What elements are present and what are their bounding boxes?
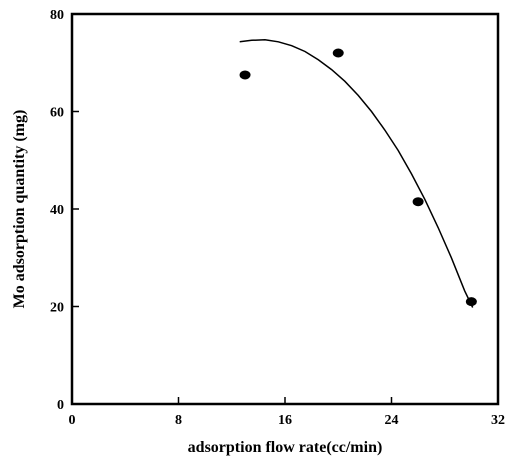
ticks-layer: 0 8 16 24 32 0 20 40 60 80 [50,8,505,428]
curve-layer [239,39,474,308]
y-tick-label: 60 [50,106,64,121]
data-point [412,197,424,207]
x-tick-label: 24 [385,413,399,428]
data-point [332,48,344,58]
data-point [465,297,477,307]
y-tick-label: 0 [57,398,64,413]
x-axis-title: adsorption flow rate(cc/min) [188,439,383,456]
x-tick-label: 0 [69,413,76,428]
points-layer [239,48,477,307]
y-tick-label: 20 [50,301,64,316]
data-point [239,70,251,80]
trend-curve [239,39,474,308]
y-tick-label: 40 [50,203,64,218]
y-tick-label: 80 [50,8,64,23]
plot-frame [70,12,500,406]
x-tick-label: 32 [491,413,505,428]
x-tick-label: 16 [278,413,292,428]
x-tick-label: 8 [175,413,182,428]
y-axis-title: Mo adsorption quantity (mg) [11,110,28,309]
